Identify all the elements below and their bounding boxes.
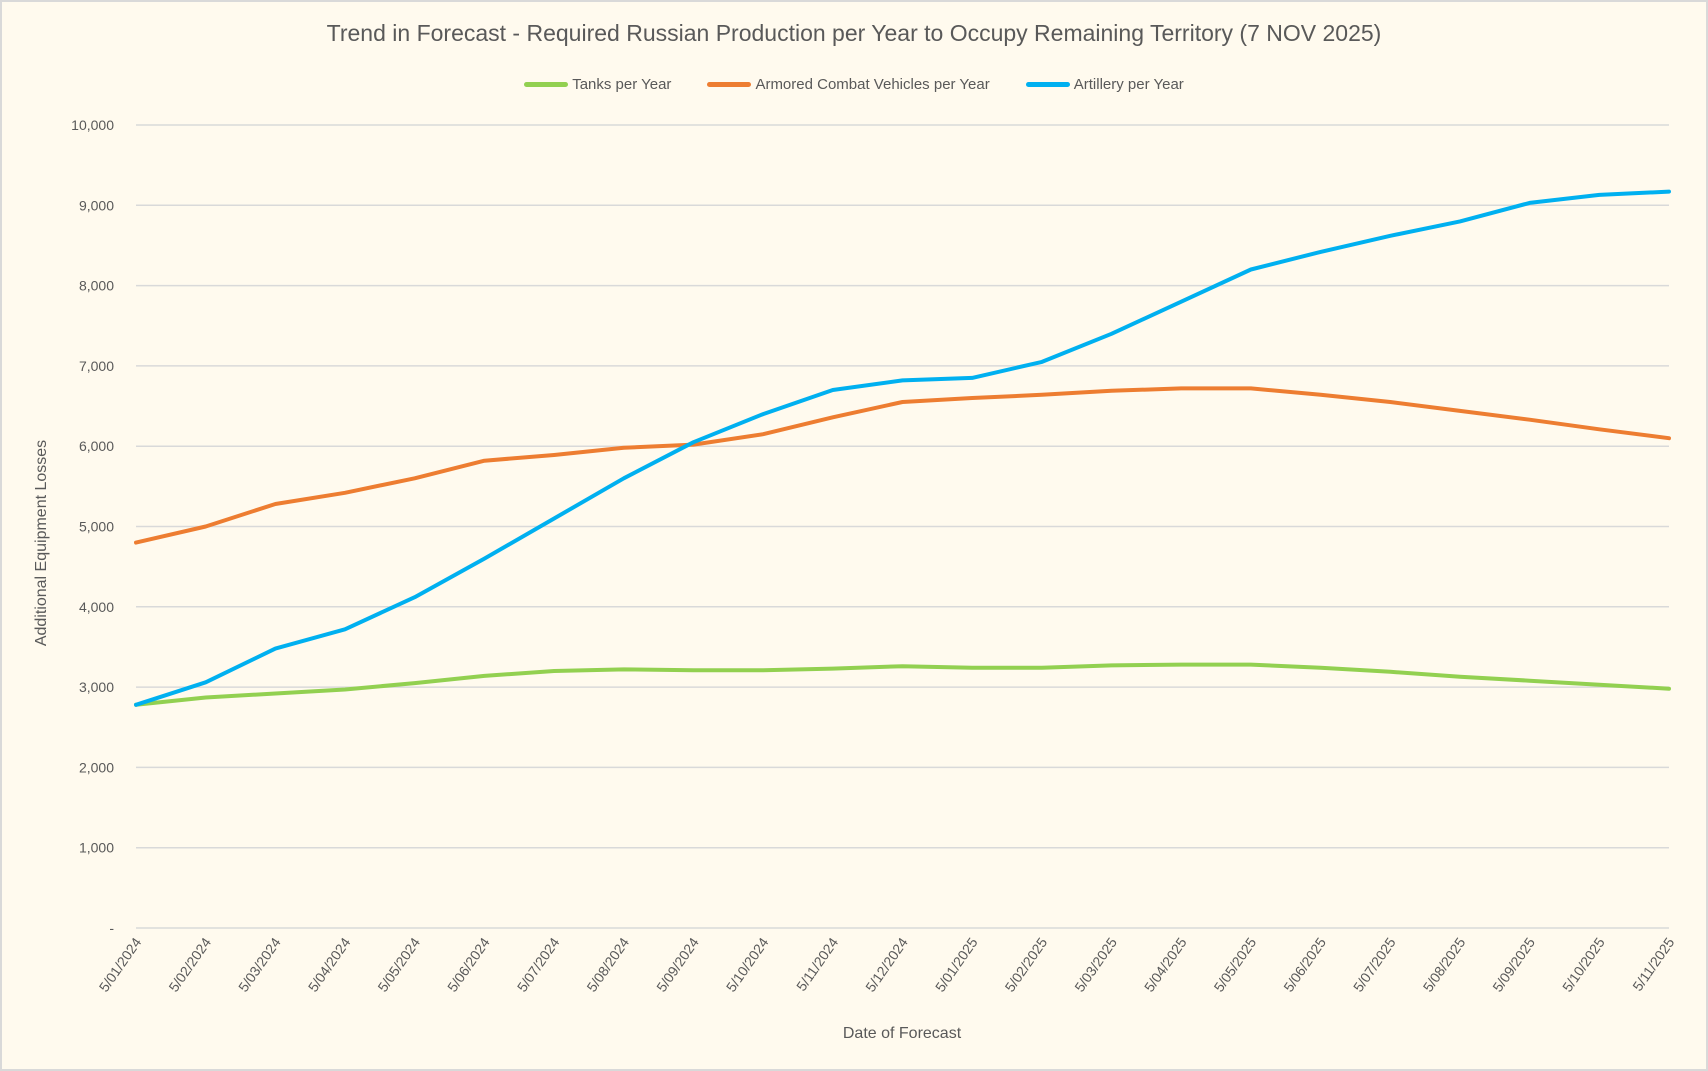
legend: Tanks per Year Armored Combat Vehicles p… <box>0 76 1708 93</box>
legend-item-acv: Armored Combat Vehicles per Year <box>707 76 990 93</box>
x-axis-title: Date of Forecast <box>843 1025 962 1042</box>
x-tick-label: 5/06/2024 <box>444 934 493 994</box>
legend-label-tanks: Tanks per Year <box>572 76 672 93</box>
chart-title: Trend in Forecast - Required Russian Pro… <box>326 20 1382 46</box>
x-tick-label: 5/05/2024 <box>374 934 423 994</box>
y-axis-title: Additional Equipment Losses <box>33 440 50 646</box>
legend-item-tanks: Tanks per Year <box>524 76 671 93</box>
y-tick-label: 9,000 <box>79 197 114 213</box>
x-tick-label: 5/10/2025 <box>1559 934 1608 994</box>
series-line-1 <box>134 386 1671 545</box>
series-line-0 <box>134 662 1671 707</box>
y-tick-label: 6,000 <box>79 438 114 454</box>
y-tick-label: 7,000 <box>79 358 114 374</box>
x-tick-label: 5/03/2024 <box>235 934 284 994</box>
legend-item-artillery: Artillery per Year <box>1025 76 1184 93</box>
legend-swatch-artillery <box>1025 82 1070 87</box>
series-line-2 <box>134 189 1671 707</box>
x-tick-label: 5/07/2025 <box>1350 934 1399 994</box>
x-tick-label: 5/03/2025 <box>1071 934 1120 994</box>
x-tick-label: 5/09/2024 <box>653 934 702 994</box>
x-tick-label: 5/10/2024 <box>723 934 772 994</box>
y-tick-label: 10,000 <box>71 117 114 133</box>
x-tick-label: 5/02/2025 <box>1001 934 1050 994</box>
legend-label-acv: Armored Combat Vehicles per Year <box>755 76 990 93</box>
x-tick-label: 5/08/2024 <box>583 934 632 994</box>
x-tick-label: 5/12/2024 <box>862 934 911 994</box>
x-tick-label: 5/09/2025 <box>1489 934 1538 994</box>
x-tick-label: 5/11/2025 <box>1629 934 1677 994</box>
x-tick-label: 5/02/2024 <box>165 934 214 994</box>
x-tick-label: 5/07/2024 <box>514 934 563 994</box>
x-tick-label: 5/05/2025 <box>1211 934 1260 994</box>
x-tick-label: 5/08/2025 <box>1420 934 1469 994</box>
y-tick-label: 1,000 <box>79 840 114 856</box>
x-tick-label: 5/06/2025 <box>1280 934 1329 994</box>
y-tick-label: - <box>109 920 114 936</box>
y-tick-label: 8,000 <box>79 278 114 294</box>
legend-label-artillery: Artillery per Year <box>1073 76 1184 93</box>
y-tick-label: 2,000 <box>79 759 114 775</box>
x-tick-label: 5/04/2024 <box>305 934 354 994</box>
x-tick-label: 5/01/2025 <box>932 934 981 994</box>
x-tick-label: 5/04/2025 <box>1141 934 1190 994</box>
x-tick-label: 5/11/2024 <box>793 934 841 994</box>
legend-swatch-acv <box>707 82 752 87</box>
x-tick-label: 5/01/2024 <box>96 934 145 994</box>
y-tick-label: 3,000 <box>79 679 114 695</box>
y-tick-label: 4,000 <box>79 599 114 615</box>
y-tick-label: 5,000 <box>79 519 114 535</box>
legend-swatch-tanks <box>524 82 569 87</box>
